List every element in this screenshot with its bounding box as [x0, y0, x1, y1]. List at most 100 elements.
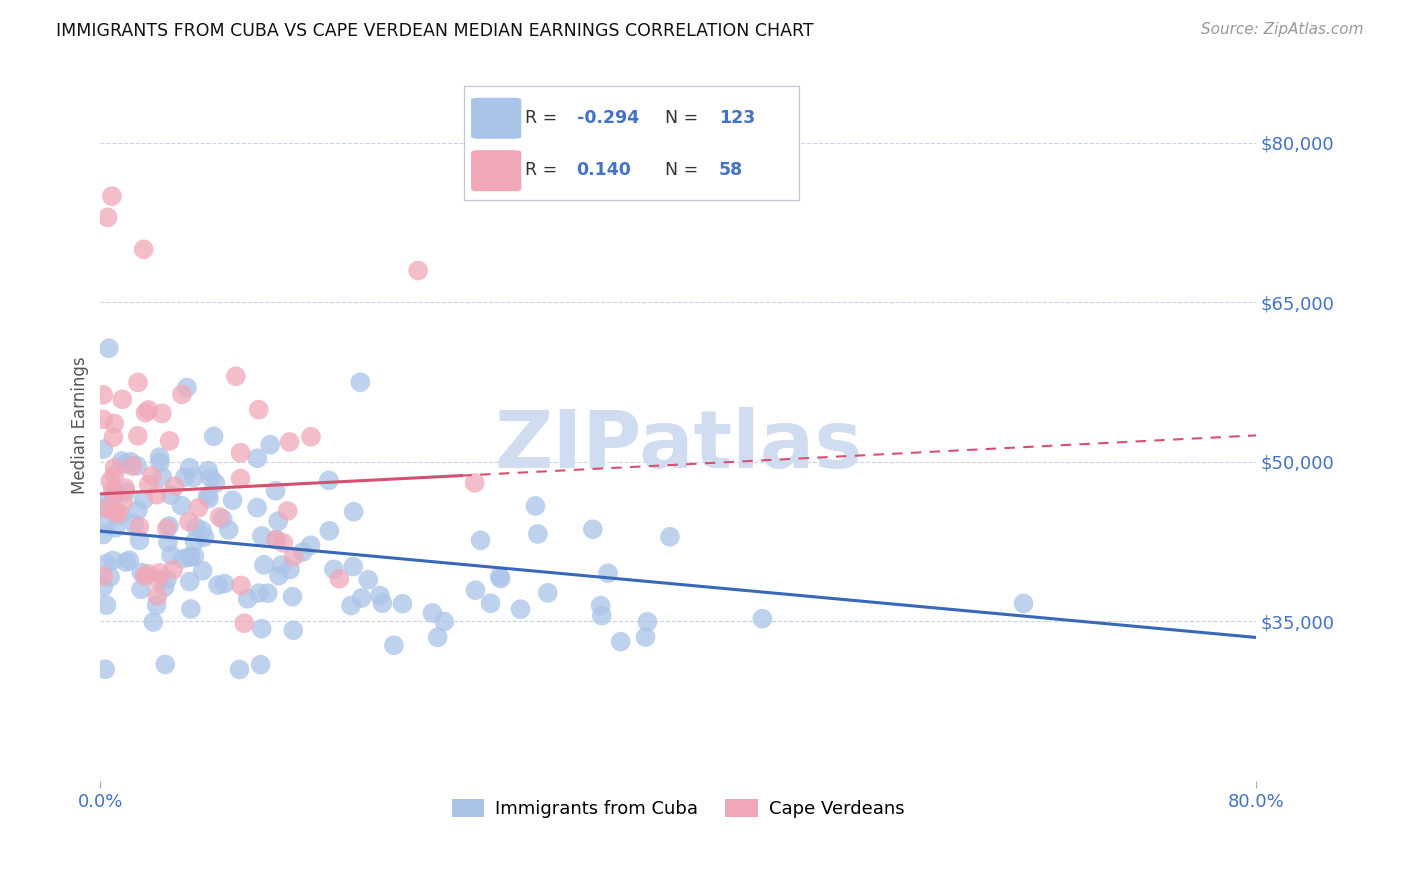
Cape Verdeans — [101, 189, 124, 203]
Immigrants from Cuba — [267, 514, 290, 528]
Text: Source: ZipAtlas.com: Source: ZipAtlas.com — [1201, 22, 1364, 37]
Cape Verdeans — [97, 211, 120, 225]
Cape Verdeans — [107, 507, 129, 521]
Cape Verdeans — [114, 481, 136, 495]
Immigrants from Cuba — [1012, 597, 1035, 611]
Cape Verdeans — [103, 417, 125, 431]
Immigrants from Cuba — [101, 553, 124, 567]
Cape Verdeans — [101, 483, 124, 497]
Cape Verdeans — [406, 263, 429, 277]
Text: IMMIGRANTS FROM CUBA VS CAPE VERDEAN MEDIAN EARNINGS CORRELATION CHART: IMMIGRANTS FROM CUBA VS CAPE VERDEAN MED… — [56, 22, 814, 40]
Immigrants from Cuba — [291, 545, 314, 559]
Immigrants from Cuba — [609, 634, 631, 648]
Immigrants from Cuba — [156, 572, 179, 586]
Immigrants from Cuba — [183, 549, 205, 564]
Immigrants from Cuba — [127, 458, 149, 473]
Immigrants from Cuba — [118, 553, 141, 567]
Immigrants from Cuba — [156, 535, 179, 549]
Immigrants from Cuba — [115, 555, 138, 569]
Cape Verdeans — [229, 446, 252, 460]
Cape Verdeans — [464, 475, 486, 490]
Immigrants from Cuba — [357, 573, 380, 587]
Immigrants from Cuba — [183, 534, 205, 549]
Immigrants from Cuba — [145, 598, 167, 612]
Immigrants from Cuba — [98, 570, 121, 584]
Immigrants from Cuba — [221, 493, 243, 508]
Immigrants from Cuba — [97, 341, 120, 355]
Immigrants from Cuba — [751, 612, 773, 626]
Immigrants from Cuba — [422, 606, 444, 620]
Cape Verdeans — [229, 471, 252, 485]
Cape Verdeans — [128, 519, 150, 533]
Immigrants from Cuba — [368, 589, 391, 603]
Immigrants from Cuba — [91, 498, 114, 512]
Immigrants from Cuba — [318, 474, 340, 488]
Immigrants from Cuba — [153, 580, 176, 594]
Immigrants from Cuba — [131, 566, 153, 580]
Immigrants from Cuba — [193, 530, 215, 544]
Cape Verdeans — [146, 488, 169, 502]
Immigrants from Cuba — [658, 530, 681, 544]
Cape Verdeans — [247, 402, 270, 417]
Immigrants from Cuba — [184, 520, 207, 534]
Immigrants from Cuba — [155, 657, 177, 672]
Immigrants from Cuba — [200, 471, 222, 485]
Immigrants from Cuba — [207, 578, 229, 592]
Immigrants from Cuba — [160, 548, 183, 562]
Immigrants from Cuba — [246, 451, 269, 466]
Immigrants from Cuba — [170, 499, 193, 513]
Cape Verdeans — [91, 388, 114, 402]
Immigrants from Cuba — [104, 521, 127, 535]
Text: ZIPatlas: ZIPatlas — [494, 407, 862, 485]
Immigrants from Cuba — [299, 538, 322, 552]
Cape Verdeans — [187, 500, 209, 515]
Immigrants from Cuba — [596, 566, 619, 581]
Immigrants from Cuba — [128, 533, 150, 548]
Immigrants from Cuba — [91, 527, 114, 541]
Immigrants from Cuba — [527, 527, 550, 541]
Cape Verdeans — [103, 430, 125, 444]
Cape Verdeans — [146, 589, 169, 603]
Immigrants from Cuba — [149, 450, 172, 464]
Immigrants from Cuba — [120, 455, 142, 469]
Cape Verdeans — [277, 504, 299, 518]
Immigrants from Cuba — [250, 529, 273, 543]
Cape Verdeans — [127, 376, 149, 390]
Immigrants from Cuba — [157, 519, 180, 533]
Immigrants from Cuba — [283, 624, 305, 638]
Immigrants from Cuba — [349, 375, 371, 389]
Immigrants from Cuba — [479, 596, 502, 610]
Immigrants from Cuba — [470, 533, 492, 548]
Cape Verdeans — [177, 515, 200, 529]
Cape Verdeans — [104, 504, 127, 518]
Cape Verdeans — [208, 510, 231, 524]
Cape Verdeans — [134, 406, 156, 420]
Immigrants from Cuba — [318, 524, 340, 538]
Immigrants from Cuba — [127, 503, 149, 517]
Immigrants from Cuba — [278, 562, 301, 576]
Cape Verdeans — [104, 484, 127, 499]
Immigrants from Cuba — [589, 599, 612, 613]
Immigrants from Cuba — [176, 380, 198, 394]
Cape Verdeans — [233, 616, 256, 631]
Cape Verdeans — [278, 434, 301, 449]
Immigrants from Cuba — [150, 470, 173, 484]
Cape Verdeans — [134, 569, 156, 583]
Immigrants from Cuba — [488, 569, 510, 583]
Cape Verdeans — [103, 467, 125, 482]
Immigrants from Cuba — [202, 429, 225, 443]
Immigrants from Cuba — [342, 559, 364, 574]
Immigrants from Cuba — [537, 586, 560, 600]
Immigrants from Cuba — [94, 518, 117, 533]
Immigrants from Cuba — [122, 517, 145, 532]
Immigrants from Cuba — [256, 586, 278, 600]
Immigrants from Cuba — [94, 662, 117, 676]
Cape Verdeans — [229, 578, 252, 592]
Immigrants from Cuba — [236, 591, 259, 606]
Cape Verdeans — [111, 392, 134, 407]
Immigrants from Cuba — [433, 615, 456, 629]
Immigrants from Cuba — [270, 558, 292, 573]
Immigrants from Cuba — [281, 590, 304, 604]
Immigrants from Cuba — [218, 523, 240, 537]
Cape Verdeans — [138, 477, 160, 491]
